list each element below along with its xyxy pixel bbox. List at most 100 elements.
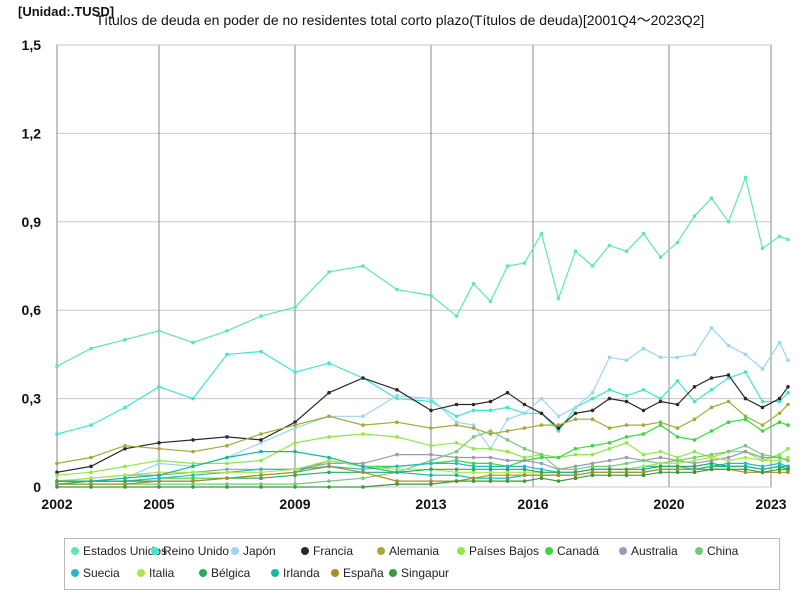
series-irlanda-point	[259, 449, 263, 454]
series-australia-point	[361, 461, 365, 466]
y-tick-label: 1,2	[22, 125, 42, 141]
x-tick-label: 2023	[755, 496, 786, 512]
series-irlanda-point	[293, 449, 297, 454]
legend-swatch	[231, 547, 239, 555]
series-singapur-point	[522, 479, 527, 483]
series-china	[55, 429, 790, 486]
series-suecia-point	[760, 464, 765, 469]
series-japon-point	[429, 396, 433, 401]
series-china-point	[361, 476, 365, 481]
series-reino-unido-point	[259, 349, 263, 354]
series-australia-point	[488, 455, 493, 460]
series-australia-point	[709, 458, 714, 463]
series-australia-point	[327, 461, 331, 466]
legend-item-paises-bajos: Países Bajos	[457, 544, 539, 558]
series-japon-point	[539, 396, 544, 401]
legend-item-canada: Canadá	[545, 544, 599, 558]
legend-swatch	[199, 569, 207, 577]
series-australia-point	[505, 458, 510, 463]
series-australia-point	[743, 449, 748, 454]
series-alemania-point	[488, 432, 493, 436]
series-china-point	[505, 438, 510, 442]
series-estados-unidos-point	[726, 220, 731, 224]
legend-item-alemania: Alemania	[377, 544, 439, 558]
series-irlanda-point	[726, 464, 731, 469]
series-italia-point	[786, 455, 790, 460]
series-alemania-point	[556, 423, 561, 427]
series-estados-unidos-point	[429, 293, 433, 298]
series-espana-point	[777, 470, 782, 475]
series-espana-point	[471, 476, 476, 481]
series-china-point	[641, 458, 646, 463]
series-alemania-point	[259, 432, 263, 436]
series-irlanda-point	[709, 464, 714, 469]
series-japon-point	[522, 411, 527, 416]
series-estados-unidos-point	[522, 261, 527, 265]
series-irlanda-point	[157, 473, 161, 478]
series-paises-bajos-point	[607, 446, 612, 451]
legend-label: Irlanda	[283, 566, 320, 580]
series-japon-point	[395, 393, 399, 398]
series-reino-unido-point	[624, 393, 629, 398]
series-paises-bajos-point	[89, 470, 93, 475]
series-francia-point	[55, 470, 59, 475]
series-estados-unidos-point	[361, 264, 365, 268]
series-canada-point	[539, 455, 544, 460]
series-reino-unido-point	[327, 361, 331, 366]
series-espana-point	[55, 482, 59, 486]
series-paises-bajos-point	[361, 432, 365, 436]
series-japon-point	[573, 405, 578, 410]
series-belgica-point	[556, 470, 561, 475]
legend-label: Países Bajos	[469, 544, 540, 558]
series-suecia-point	[191, 473, 195, 478]
series-china-point	[624, 461, 629, 466]
series-australia-point	[522, 458, 527, 463]
series-estados-unidos-point	[55, 364, 59, 369]
series-alemania-point	[191, 449, 195, 454]
series-paises-bajos-point	[157, 458, 161, 463]
series-belgica-point	[259, 476, 263, 481]
series-belgica-point	[624, 467, 629, 472]
legend-item-belgica: Bélgica	[199, 566, 250, 580]
series-francia-point	[361, 376, 365, 380]
series-china-point	[454, 449, 459, 454]
series-australia-point	[590, 461, 595, 466]
series-alemania-point	[522, 426, 527, 430]
legend-label: España	[343, 566, 384, 580]
legend-label: Francia	[313, 544, 354, 558]
x-tick-label: 2009	[279, 496, 310, 512]
series-espana-point	[590, 470, 595, 475]
series-japon-point	[675, 355, 680, 360]
legend-swatch	[271, 569, 279, 577]
series-estados-unidos-point	[777, 234, 782, 239]
series-espana-point	[259, 473, 263, 478]
series-espana-point	[573, 473, 578, 478]
series-paises-bajos-point	[675, 455, 680, 460]
series-paises-bajos-point	[293, 441, 297, 445]
series-paises-bajos-point	[573, 452, 578, 457]
legend-label: Bélgica	[211, 566, 251, 580]
series-canada-point	[471, 461, 476, 466]
series-singapur-point	[624, 473, 629, 478]
series-china-point	[259, 482, 263, 486]
series-alemania-point	[709, 405, 714, 410]
series-canada-point	[454, 458, 459, 463]
grid-lines	[56, 44, 772, 488]
series-espana-point	[327, 464, 331, 469]
series-reino-unido-point	[709, 388, 714, 392]
y-tick-label: 1,5	[22, 37, 42, 53]
series-irlanda-point	[454, 473, 459, 478]
legend-item-estados-unidos: Estados Unidos	[71, 544, 167, 558]
series-alemania-point	[590, 417, 595, 422]
legend-label: Italia	[149, 566, 175, 580]
legend-item-irlanda: Irlanda	[271, 566, 320, 580]
series-espana-point	[123, 482, 127, 486]
series-italia-point	[709, 455, 714, 460]
series-canada-point	[590, 443, 595, 448]
series-china-point	[429, 458, 433, 463]
series-belgica-point	[454, 467, 459, 472]
series-china-point	[471, 435, 476, 439]
series-estados-unidos-point	[454, 314, 459, 318]
series-belgica-point	[692, 464, 697, 469]
